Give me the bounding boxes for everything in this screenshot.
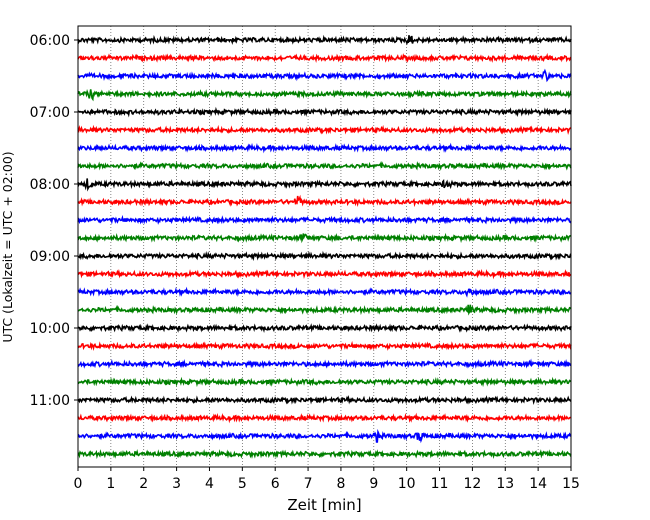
y-tick-label: 06:00 [30,33,70,49]
trace-08:15 [77,194,572,208]
x-tick-label: 6 [271,476,280,492]
trace-08:00 [77,178,572,192]
trace-09:00 [77,250,572,262]
y-tick-label: 10:00 [30,321,70,337]
x-tick-label: 7 [304,476,313,492]
trace-11:00 [77,395,572,405]
trace-06:30 [77,68,572,83]
plot-frame [77,25,572,468]
x-axis: 0 1 2 3 4 5 6 7 8 9 10 11 12 13 14 15 [74,467,580,492]
trace-11:45 [77,448,572,460]
trace-08:30 [77,214,572,225]
x-tick-label: 8 [336,476,345,492]
trace-09:15 [77,268,572,280]
x-tick-label: 11 [431,476,449,492]
trace-06:15 [77,52,572,64]
x-tick-label: 12 [463,476,481,492]
x-tick-label: 2 [139,476,148,492]
x-tick-label: 3 [172,476,181,492]
x-tick-label: 0 [74,476,83,492]
trace-06:00 [77,34,572,46]
trace-08:45 [77,232,572,244]
y-tick-label: 11:00 [30,393,70,409]
x-tick-label: 10 [398,476,416,492]
trace-10:15 [77,340,572,351]
trace-11:15 [77,412,572,424]
trace-09:30 [77,286,572,298]
x-tick-label: 4 [205,476,214,492]
trace-10:30 [77,358,572,369]
y-tick-label: 08:00 [30,177,70,193]
x-tick-label: 5 [238,476,247,492]
trace-layer [77,34,572,460]
trace-07:30 [77,142,572,154]
x-tick-label: 9 [369,476,378,492]
trace-07:00 [77,106,572,118]
y-tick-label: 07:00 [30,105,70,121]
y-axis-label: UTC (Lokalzeit = UTC + 02:00) [0,151,15,342]
trace-09:45 [77,304,572,316]
trace-07:45 [77,160,572,171]
x-tick-label: 13 [496,476,514,492]
y-tick-label: 09:00 [30,249,70,265]
x-tick-label: 14 [529,476,547,492]
x-axis-label: Zeit [min] [287,496,361,514]
trace-06:45 [77,89,572,102]
trace-10:45 [77,376,572,388]
x-tick-label: 15 [562,476,580,492]
x-tick-label: 1 [106,476,115,492]
trace-07:15 [77,124,572,135]
trace-10:00 [77,323,572,333]
trace-11:30 [77,428,572,444]
y-axis: 06:00 07:00 08:00 09:00 10:00 11:00 [30,33,78,409]
